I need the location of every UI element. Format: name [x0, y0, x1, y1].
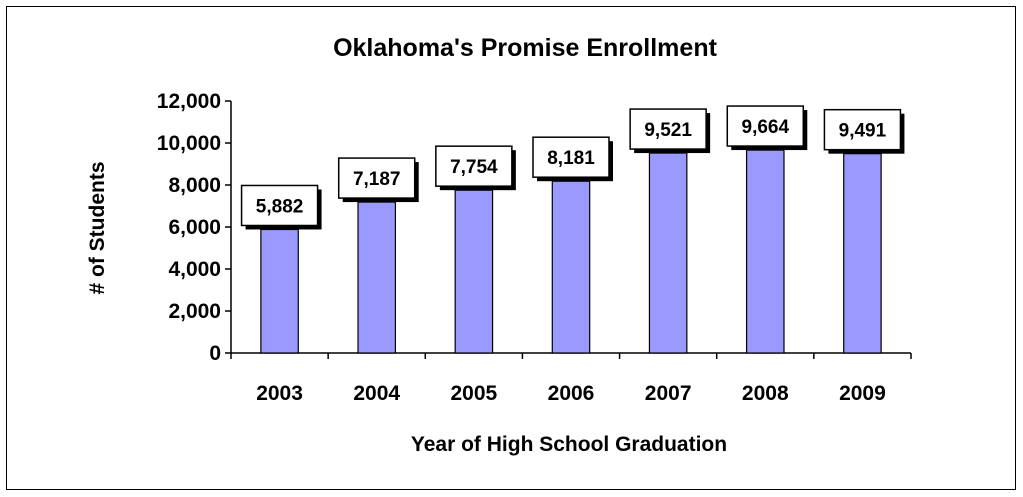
x-tick-label: 2005	[450, 382, 497, 405]
data-label-box	[240, 184, 319, 227]
data-label-box	[532, 136, 610, 178]
x-axis-label: Year of High School Graduation	[411, 433, 727, 456]
bar	[551, 180, 591, 354]
plot-area: 0 2,000 4,000 6,000 8,000 10,000 12,000 2003 5,8…	[157, 90, 912, 405]
y-tick-label: 0	[209, 342, 221, 365]
x-tick-label: 2009	[839, 382, 886, 405]
chart-title: Oklahoma's Promise Enrollment	[333, 34, 718, 62]
bar	[745, 149, 785, 354]
x-tick-label: 2008	[742, 382, 789, 405]
y-tick-label: 10,000	[157, 132, 221, 155]
x-tick-label: 2006	[548, 382, 595, 405]
data-label-box	[337, 157, 416, 199]
y-axis-label: # of Students	[86, 161, 109, 294]
data-label: 9,521	[644, 120, 692, 141]
data-label: 9,664	[742, 117, 790, 138]
bar	[260, 228, 299, 354]
bar	[648, 152, 688, 354]
bar	[454, 189, 494, 354]
data-label-box	[629, 108, 707, 150]
x-tick-label: 2004	[353, 382, 400, 405]
data-label: 7,754	[450, 157, 498, 178]
y-tick-label: 4,000	[168, 258, 221, 281]
bar	[843, 153, 882, 354]
data-label: 7,187	[353, 169, 401, 190]
y-tick-label: 8,000	[168, 174, 221, 197]
x-tick-label: 2007	[645, 382, 692, 405]
data-label-box	[823, 108, 902, 151]
y-tick-label: 2,000	[168, 300, 221, 323]
data-label-box	[726, 105, 805, 147]
x-tick-label: 2003	[256, 382, 303, 405]
data-label: 9,491	[839, 121, 887, 142]
data-label: 8,181	[547, 148, 595, 169]
y-tick-label: 6,000	[168, 216, 221, 239]
data-label-box	[435, 145, 513, 187]
y-tick-label: 12,000	[157, 90, 221, 113]
bar	[357, 201, 397, 354]
data-label: 5,882	[256, 196, 304, 217]
